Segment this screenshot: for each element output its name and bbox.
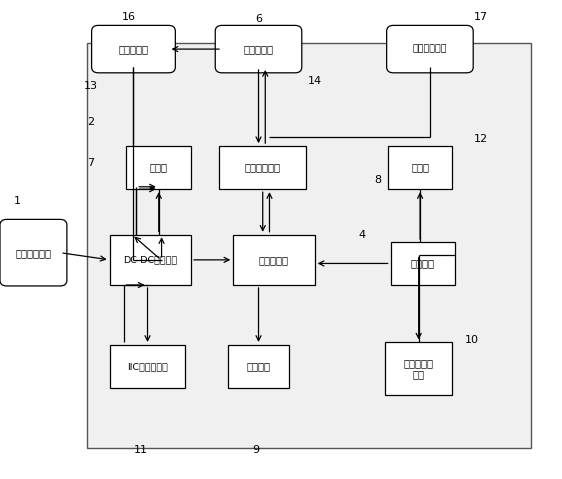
Text: IIC总线存储器: IIC总线存储器 — [127, 362, 168, 371]
Text: 串口通信模块: 串口通信模块 — [244, 163, 281, 172]
Text: 1: 1 — [13, 196, 20, 206]
Text: 10: 10 — [465, 335, 479, 345]
FancyBboxPatch shape — [0, 219, 67, 286]
Text: 发光二极管
阵列: 发光二极管 阵列 — [404, 358, 434, 380]
Text: 显示屏: 显示屏 — [411, 163, 429, 172]
Text: 待测单片机: 待测单片机 — [259, 255, 289, 265]
Text: 7: 7 — [88, 158, 94, 168]
FancyBboxPatch shape — [388, 146, 452, 189]
Text: 程序烧写器: 程序烧写器 — [119, 44, 148, 54]
Text: 模拟电压输入: 模拟电压输入 — [413, 45, 447, 54]
Text: 16: 16 — [123, 12, 136, 22]
FancyBboxPatch shape — [385, 342, 452, 395]
Text: 控制计算机: 控制计算机 — [243, 44, 274, 54]
Text: 8: 8 — [374, 175, 381, 184]
FancyBboxPatch shape — [110, 345, 185, 388]
FancyBboxPatch shape — [215, 25, 302, 73]
FancyBboxPatch shape — [126, 146, 191, 189]
FancyBboxPatch shape — [391, 242, 455, 285]
Text: 9: 9 — [252, 445, 259, 455]
Text: 数码管: 数码管 — [149, 163, 168, 172]
Text: 直流稳压电源: 直流稳压电源 — [15, 248, 52, 258]
Text: 控制开关: 控制开关 — [247, 362, 270, 371]
Text: 14: 14 — [307, 77, 322, 86]
Text: 4: 4 — [359, 230, 366, 240]
FancyBboxPatch shape — [110, 235, 191, 285]
Text: 11: 11 — [134, 445, 147, 455]
Bar — [87, 43, 531, 448]
Text: 13: 13 — [84, 81, 98, 91]
Text: 矩阵键盘: 矩阵键盘 — [411, 259, 435, 268]
Text: 6: 6 — [255, 14, 262, 24]
FancyBboxPatch shape — [219, 146, 306, 189]
FancyBboxPatch shape — [233, 235, 315, 285]
FancyBboxPatch shape — [387, 25, 473, 73]
FancyBboxPatch shape — [92, 25, 175, 73]
Text: 12: 12 — [473, 134, 488, 144]
FancyBboxPatch shape — [228, 345, 289, 388]
Text: 2: 2 — [88, 117, 94, 127]
Text: 17: 17 — [473, 12, 488, 22]
Text: DC-DC数字电源: DC-DC数字电源 — [123, 255, 178, 264]
